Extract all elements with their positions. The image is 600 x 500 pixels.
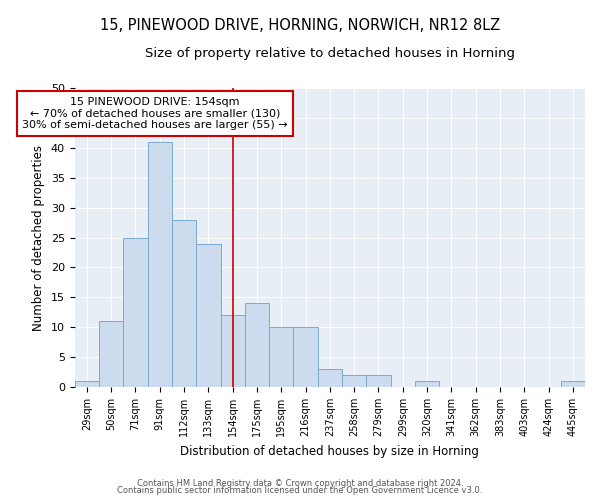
Bar (415, 381, 439, 387)
X-axis label: Distribution of detached houses by size in Horning: Distribution of detached houses by size … (181, 444, 479, 458)
Bar (342, 375, 367, 387)
Text: 15 PINEWOOD DRIVE: 154sqm
← 70% of detached houses are smaller (130)
30% of semi: 15 PINEWOOD DRIVE: 154sqm ← 70% of detac… (22, 97, 288, 130)
Bar (221, 316, 245, 387)
Bar (124, 238, 148, 387)
Bar (561, 381, 585, 387)
Text: 15, PINEWOOD DRIVE, HORNING, NORWICH, NR12 8LZ: 15, PINEWOOD DRIVE, HORNING, NORWICH, NR… (100, 18, 500, 32)
Text: Contains public sector information licensed under the Open Government Licence v3: Contains public sector information licen… (118, 486, 482, 495)
Bar (269, 328, 293, 387)
Bar (367, 375, 391, 387)
Bar (196, 244, 221, 387)
Y-axis label: Number of detached properties: Number of detached properties (32, 144, 46, 330)
Bar (293, 328, 318, 387)
Bar (245, 304, 269, 387)
Bar (318, 369, 342, 387)
Title: Size of property relative to detached houses in Horning: Size of property relative to detached ho… (145, 48, 515, 60)
Bar (148, 142, 172, 387)
Text: Contains HM Land Registry data © Crown copyright and database right 2024.: Contains HM Land Registry data © Crown c… (137, 478, 463, 488)
Bar (172, 220, 196, 387)
Bar (75, 381, 99, 387)
Bar (99, 322, 124, 387)
